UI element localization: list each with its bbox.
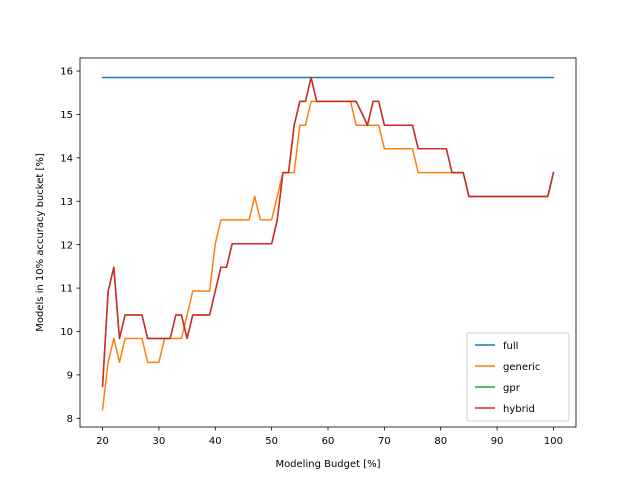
y-tick-label: 12 [60, 240, 73, 251]
y-tick-label: 13 [60, 197, 73, 208]
y-tick-label: 15 [60, 110, 73, 121]
x-axis-label: Modeling Budget [%] [275, 459, 380, 470]
y-tick-label: 9 [67, 371, 73, 382]
x-tick-label: 70 [378, 436, 391, 447]
x-tick-label: 100 [544, 436, 563, 447]
y-tick-label: 10 [60, 327, 73, 338]
y-tick-label: 16 [60, 67, 73, 78]
x-tick-label: 60 [322, 436, 335, 447]
legend-label-generic: generic [503, 362, 540, 373]
x-tick-label: 80 [434, 436, 447, 447]
x-tick-label: 40 [209, 436, 222, 447]
series-layer [101, 76, 555, 411]
legend-label-hybrid: hybrid [503, 404, 535, 415]
y-axis-label: Models in 10% accuracy bucket [%] [35, 153, 46, 332]
axes-layer: 20 30 40 50 60 70 80 90 100 8 9 10 11 12 13 14 15 16 [60, 67, 563, 447]
series-line-hybrid [101, 76, 555, 387]
legend-label-gpr: gpr [503, 383, 521, 394]
x-tick-label: 90 [491, 436, 504, 447]
y-tick-label: 11 [60, 284, 73, 295]
legend-box [466, 332, 570, 422]
legend: full generic gpr hybrid [466, 332, 570, 422]
plot-frame [79, 57, 577, 428]
y-tick-label: 8 [67, 414, 73, 425]
y-tick-label: 14 [60, 153, 73, 164]
x-tick-label: 50 [265, 436, 278, 447]
legend-label-full: full [503, 341, 518, 352]
x-tick-label: 20 [96, 436, 109, 447]
x-tick-label: 30 [153, 436, 166, 447]
